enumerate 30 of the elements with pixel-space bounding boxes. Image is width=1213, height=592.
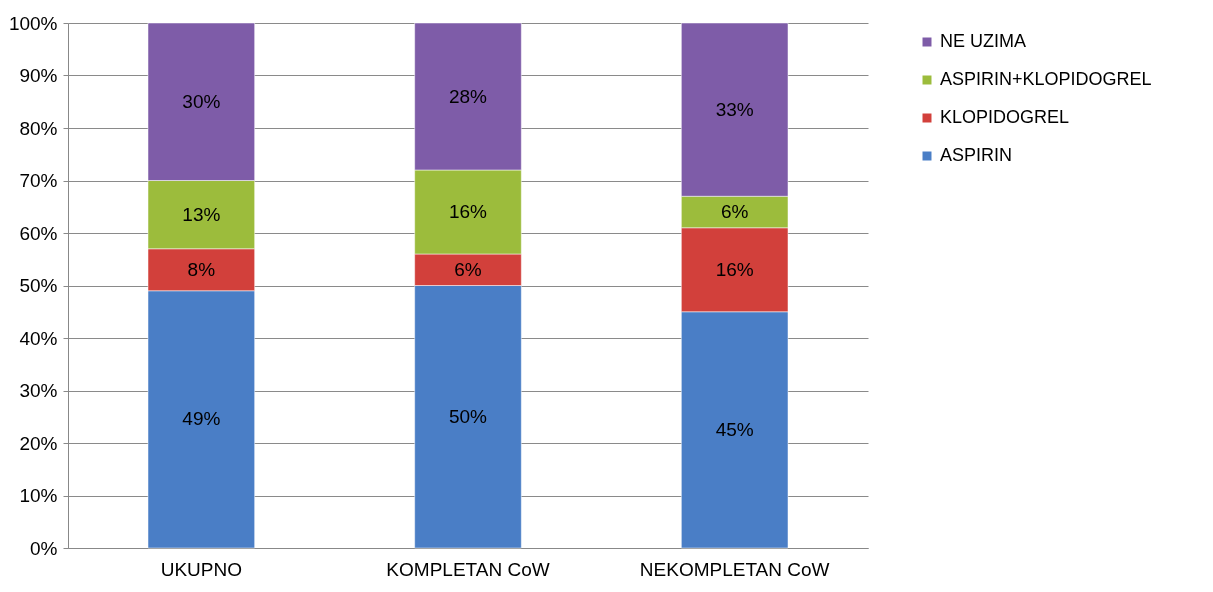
data-label: 16%	[715, 258, 754, 280]
data-label: 6%	[720, 201, 749, 222]
data-label: 13%	[182, 203, 221, 225]
data-label: 6%	[454, 258, 482, 280]
y-tick-label: 10%	[19, 485, 58, 506]
data-label: 30%	[182, 90, 221, 112]
legend-label: ASPIRIN	[940, 145, 1013, 165]
data-label: 28%	[448, 85, 488, 107]
y-tick-label: 60%	[19, 222, 58, 244]
y-tick-label: 30%	[19, 380, 58, 401]
x-tick-label: NEKOMPLETAN CoW	[639, 558, 830, 580]
data-label: 33%	[715, 98, 754, 120]
legend-label: NE UZIMA	[940, 31, 1027, 51]
y-tick-label: 80%	[19, 117, 58, 139]
y-tick-label: 20%	[19, 432, 58, 454]
y-tick-label: 70%	[19, 170, 58, 191]
y-tick-label: 50%	[19, 275, 58, 296]
legend-label: KLOPIDOGREL	[940, 107, 1070, 127]
y-tick-label: 90%	[19, 65, 58, 86]
y-tick-label: 100%	[8, 12, 58, 34]
y-tick-label: 0%	[30, 537, 58, 559]
data-label: 50%	[448, 405, 488, 427]
x-tick-label: UKUPNO	[160, 558, 242, 580]
data-label: 8%	[187, 258, 216, 280]
data-label: 16%	[448, 201, 488, 222]
y-tick-label: 40%	[19, 327, 58, 349]
data-label: 45%	[715, 418, 754, 440]
x-tick-label: KOMPLETAN CoW	[386, 558, 550, 580]
data-label: 49%	[182, 408, 221, 430]
legend-label: ASPIRIN+KLOPIDOGREL	[940, 69, 1152, 89]
